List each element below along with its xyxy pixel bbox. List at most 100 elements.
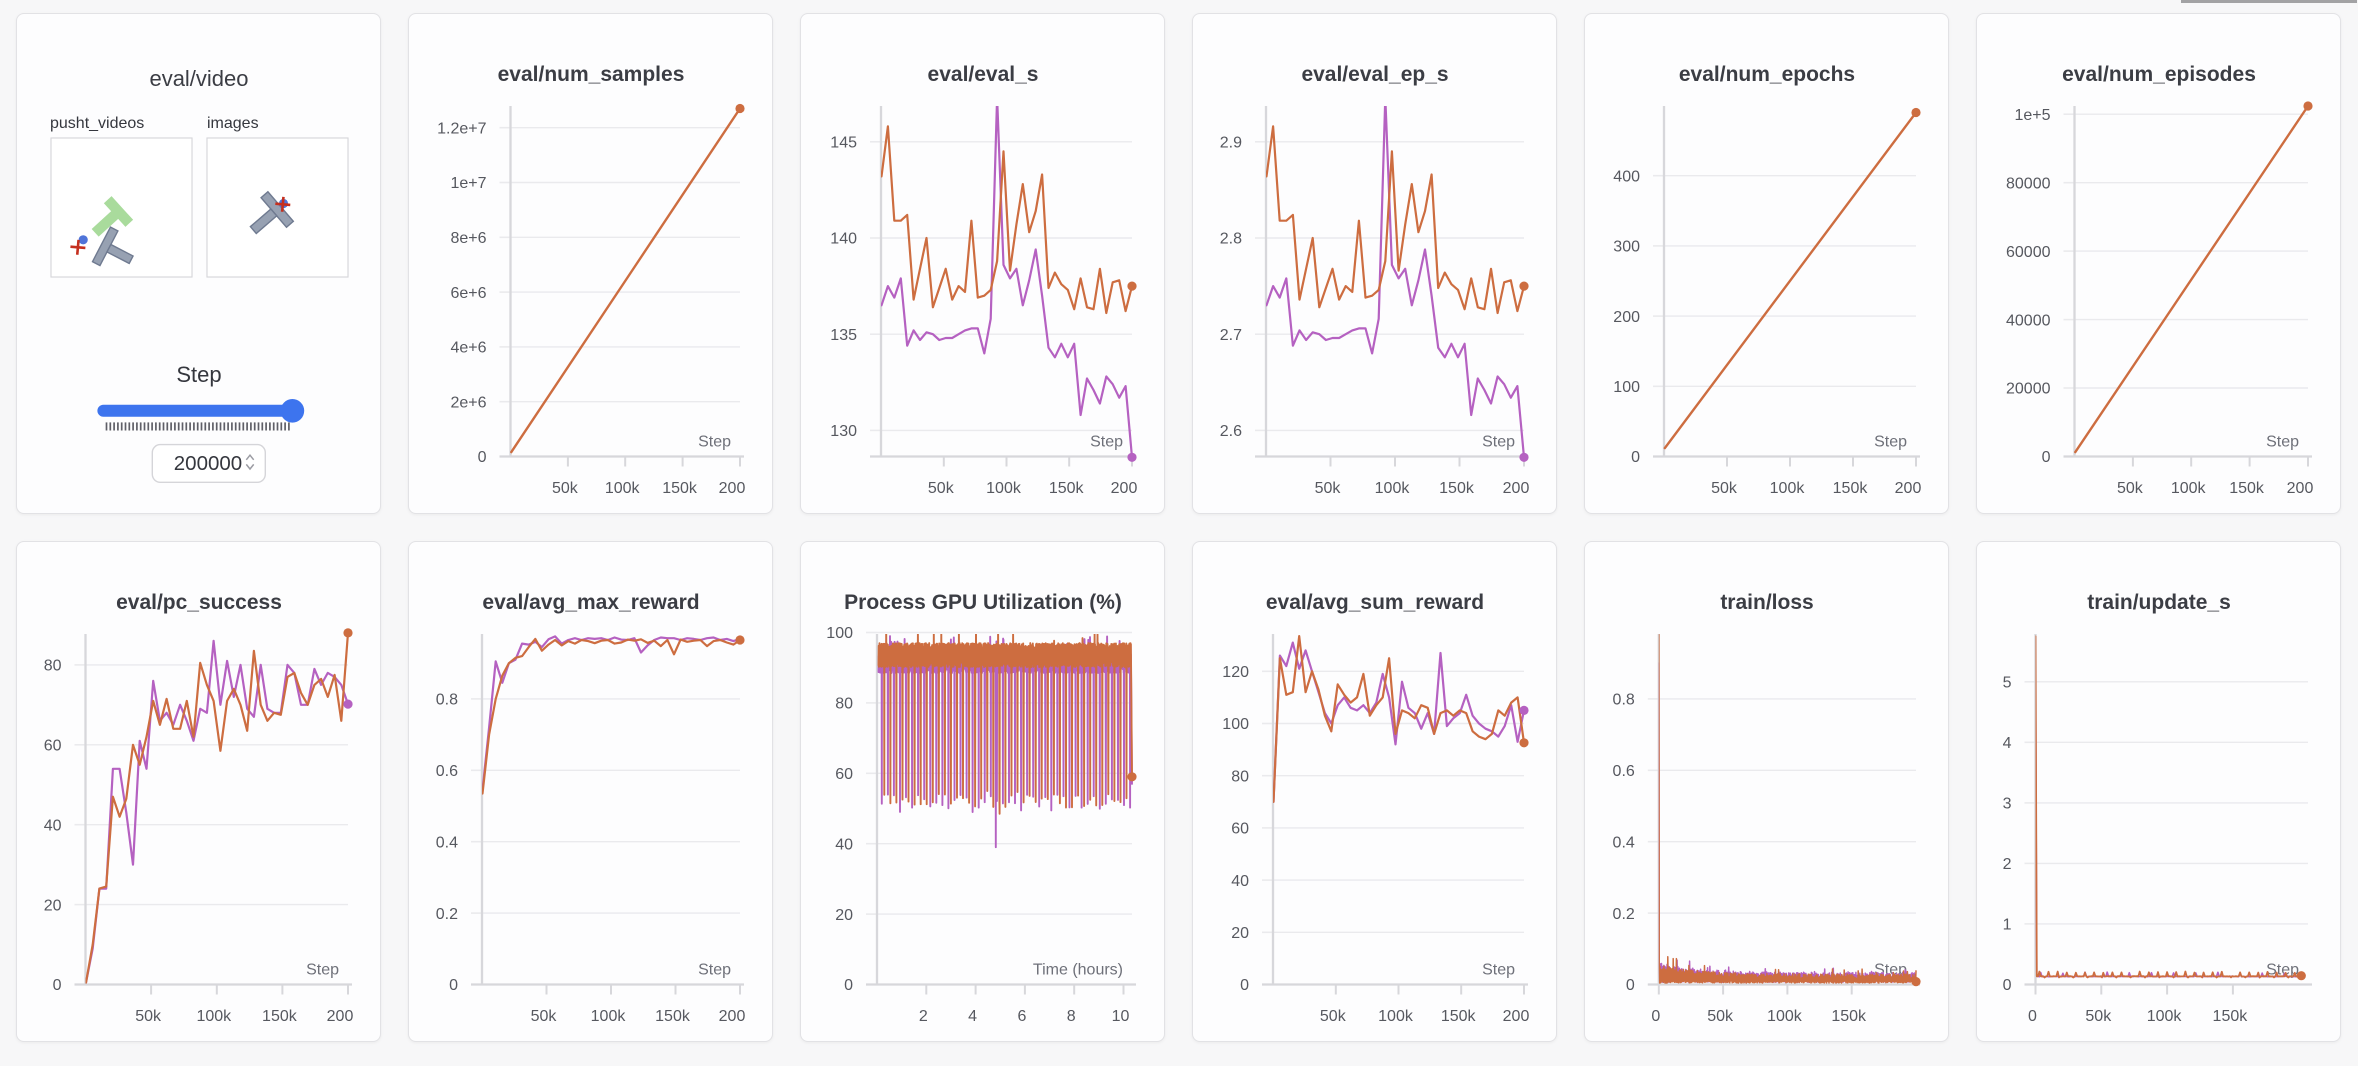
svg-text:1.2e+7: 1.2e+7 xyxy=(437,120,486,137)
svg-text:20: 20 xyxy=(1231,925,1249,942)
svg-text:Step: Step xyxy=(2266,434,2299,451)
svg-text:4: 4 xyxy=(2003,735,2012,752)
svg-text:200: 200 xyxy=(2287,480,2314,497)
svg-text:150k: 150k xyxy=(662,480,698,497)
svg-text:2.6: 2.6 xyxy=(1220,423,1242,440)
svg-text:train/update_s: train/update_s xyxy=(2087,591,2231,614)
svg-text:200: 200 xyxy=(327,1008,354,1025)
svg-text:130: 130 xyxy=(830,423,857,440)
svg-text:Step: Step xyxy=(698,434,731,451)
svg-text:100k: 100k xyxy=(986,480,1022,497)
svg-text:eval/num_episodes: eval/num_episodes xyxy=(2062,63,2256,86)
svg-text:3: 3 xyxy=(2003,796,2012,813)
svg-text:120: 120 xyxy=(1222,664,1249,681)
svg-text:0.2: 0.2 xyxy=(436,906,458,923)
svg-text:0: 0 xyxy=(1631,449,1640,466)
svg-text:150k: 150k xyxy=(262,1008,298,1025)
svg-text:8: 8 xyxy=(1067,1008,1076,1025)
svg-text:145: 145 xyxy=(830,135,857,152)
svg-text:6e+6: 6e+6 xyxy=(450,285,486,302)
svg-text:50k: 50k xyxy=(552,480,579,497)
svg-text:200: 200 xyxy=(1895,480,1922,497)
svg-text:50k: 50k xyxy=(1315,480,1342,497)
svg-text:100k: 100k xyxy=(196,1008,232,1025)
svg-text:20000: 20000 xyxy=(2006,381,2051,398)
svg-text:60: 60 xyxy=(835,766,853,783)
svg-text:80: 80 xyxy=(835,696,853,713)
svg-text:200: 200 xyxy=(1503,480,1530,497)
svg-text:40: 40 xyxy=(835,836,853,853)
svg-text:eval/num_epochs: eval/num_epochs xyxy=(1679,63,1855,86)
svg-text:5: 5 xyxy=(2003,674,2012,691)
svg-text:eval/eval_s: eval/eval_s xyxy=(928,63,1039,86)
svg-text:train/loss: train/loss xyxy=(1720,591,1813,614)
svg-text:8e+6: 8e+6 xyxy=(450,230,486,247)
svg-text:0.8: 0.8 xyxy=(1613,692,1635,709)
svg-text:40: 40 xyxy=(44,817,62,834)
svg-text:eval/pc_success: eval/pc_success xyxy=(116,591,282,614)
svg-text:50k: 50k xyxy=(135,1008,162,1025)
svg-text:100k: 100k xyxy=(1770,480,1806,497)
svg-text:2: 2 xyxy=(919,1008,928,1025)
svg-text:50k: 50k xyxy=(1707,1008,1734,1025)
svg-text:Time (hours): Time (hours) xyxy=(1033,962,1123,979)
svg-text:0: 0 xyxy=(2028,1008,2037,1025)
svg-text:200: 200 xyxy=(1613,309,1640,326)
svg-text:50k: 50k xyxy=(2085,1008,2112,1025)
svg-text:50k: 50k xyxy=(928,480,955,497)
svg-text:100k: 100k xyxy=(605,480,641,497)
svg-text:100k: 100k xyxy=(2147,1008,2183,1025)
svg-text:80: 80 xyxy=(1231,768,1249,785)
svg-text:Step: Step xyxy=(698,962,731,979)
svg-text:0.4: 0.4 xyxy=(1613,834,1635,851)
svg-text:1: 1 xyxy=(2003,917,2012,934)
svg-text:2.9: 2.9 xyxy=(1220,135,1242,152)
svg-text:60000: 60000 xyxy=(2006,244,2051,261)
svg-text:200: 200 xyxy=(1503,1008,1530,1025)
svg-text:150k: 150k xyxy=(1049,480,1085,497)
svg-text:50k: 50k xyxy=(1320,1008,1347,1025)
svg-text:200: 200 xyxy=(719,1008,746,1025)
svg-text:0: 0 xyxy=(449,977,458,994)
svg-text:1e+7: 1e+7 xyxy=(450,175,486,192)
svg-text:100k: 100k xyxy=(591,1008,627,1025)
svg-text:Step: Step xyxy=(1874,434,1907,451)
svg-text:200000: 200000 xyxy=(174,452,242,475)
svg-text:Step: Step xyxy=(2266,962,2299,979)
svg-text:0.8: 0.8 xyxy=(436,692,458,709)
svg-text:80: 80 xyxy=(44,658,62,675)
svg-text:150k: 150k xyxy=(2213,1008,2249,1025)
svg-text:2: 2 xyxy=(2003,856,2012,873)
svg-text:1e+5: 1e+5 xyxy=(2014,107,2050,124)
svg-text:0: 0 xyxy=(1651,1008,1660,1025)
svg-text:150k: 150k xyxy=(1831,1008,1867,1025)
svg-text:20: 20 xyxy=(44,897,62,914)
svg-text:150k: 150k xyxy=(1833,480,1869,497)
svg-text:100k: 100k xyxy=(2171,480,2207,497)
svg-text:50k: 50k xyxy=(2117,480,2144,497)
svg-text:60: 60 xyxy=(44,738,62,755)
svg-text:Step: Step xyxy=(176,362,221,387)
svg-text:20: 20 xyxy=(835,907,853,924)
svg-text:0.4: 0.4 xyxy=(436,834,458,851)
svg-text:Step: Step xyxy=(1090,434,1123,451)
svg-text:100: 100 xyxy=(1613,379,1640,396)
svg-text:2e+6: 2e+6 xyxy=(450,394,486,411)
svg-text:140: 140 xyxy=(830,231,857,248)
svg-text:300: 300 xyxy=(1613,239,1640,256)
svg-text:0: 0 xyxy=(2003,977,2012,994)
svg-text:eval/num_samples: eval/num_samples xyxy=(498,63,685,86)
svg-text:Process GPU Utilization (%): Process GPU Utilization (%) xyxy=(844,591,1122,614)
svg-text:80000: 80000 xyxy=(2006,175,2051,192)
svg-text:50k: 50k xyxy=(1711,480,1738,497)
svg-text:eval/avg_max_reward: eval/avg_max_reward xyxy=(482,591,699,614)
svg-text:0: 0 xyxy=(53,977,62,994)
svg-text:10: 10 xyxy=(1112,1008,1130,1025)
svg-text:2.8: 2.8 xyxy=(1220,231,1242,248)
svg-text:0: 0 xyxy=(844,977,853,994)
svg-text:40: 40 xyxy=(1231,873,1249,890)
svg-text:Step: Step xyxy=(306,962,339,979)
svg-text:eval/eval_ep_s: eval/eval_ep_s xyxy=(1301,63,1448,86)
svg-text:150k: 150k xyxy=(1441,1008,1477,1025)
svg-text:4: 4 xyxy=(968,1008,977,1025)
